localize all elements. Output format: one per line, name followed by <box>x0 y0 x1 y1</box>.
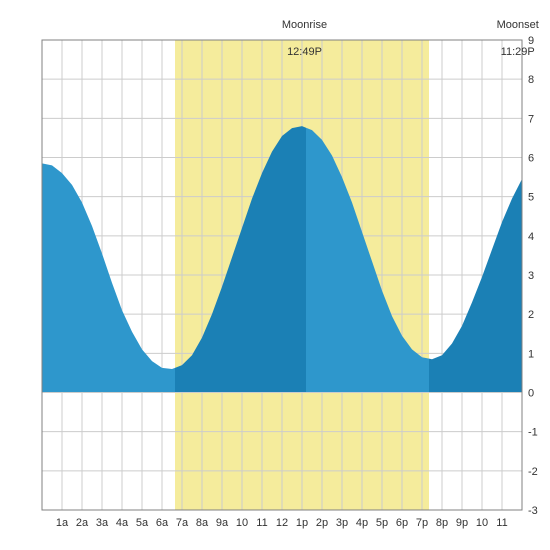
x-tick-label: 2p <box>316 517 328 529</box>
x-tick-label: 4a <box>116 517 129 529</box>
x-tick-label: 6p <box>396 517 408 529</box>
y-tick-label: 7 <box>528 113 534 125</box>
x-tick-label: 5a <box>136 517 149 529</box>
y-tick-label: 2 <box>528 309 534 321</box>
x-tick-label: 5p <box>376 517 388 529</box>
x-tick-label: 9p <box>456 517 468 529</box>
y-tick-label: 4 <box>528 231 534 243</box>
x-tick-label: 12 <box>276 517 288 529</box>
y-tick-label: 5 <box>528 192 534 204</box>
y-tick-label: -1 <box>528 427 538 439</box>
x-tick-label: 3a <box>96 517 109 529</box>
x-tick-label: 1a <box>56 517 69 529</box>
y-tick-label: 3 <box>528 270 534 282</box>
y-tick-label: 1 <box>528 348 534 360</box>
x-tick-label: 1p <box>296 517 308 529</box>
moonset-title: Moonset <box>497 19 539 31</box>
x-tick-label: 2a <box>76 517 89 529</box>
y-tick-label: 0 <box>528 388 534 400</box>
moonrise-annotation: Moonrise 12:49P <box>268 6 328 72</box>
x-tick-label: 9a <box>216 517 229 529</box>
tide-chart: Moonrise 12:49P Moonset 11:29P -3-2-1012… <box>0 0 550 550</box>
x-tick-label: 7p <box>416 517 428 529</box>
x-tick-label: 4p <box>356 517 368 529</box>
x-tick-label: 11 <box>496 517 507 529</box>
x-tick-label: 10 <box>476 517 488 529</box>
moonrise-time: 12:49P <box>287 46 322 58</box>
y-tick-label: 6 <box>528 153 534 165</box>
moonrise-title: Moonrise <box>282 19 327 31</box>
chart-svg: -3-2-101234567891a2a3a4a5a6a7a8a9a101112… <box>0 0 550 550</box>
y-tick-label: -3 <box>528 505 538 517</box>
x-tick-label: 8a <box>196 517 209 529</box>
y-tick-label: 8 <box>528 74 534 86</box>
moonset-time: 11:29P <box>501 46 535 58</box>
x-tick-label: 10 <box>236 517 248 529</box>
moonset-annotation: Moonset 11:29P <box>482 6 542 72</box>
x-tick-label: 7a <box>176 517 189 529</box>
x-tick-label: 8p <box>436 517 448 529</box>
y-tick-label: -2 <box>528 466 538 478</box>
x-tick-label: 11 <box>256 517 267 529</box>
x-tick-label: 6a <box>156 517 169 529</box>
x-tick-label: 3p <box>336 517 348 529</box>
